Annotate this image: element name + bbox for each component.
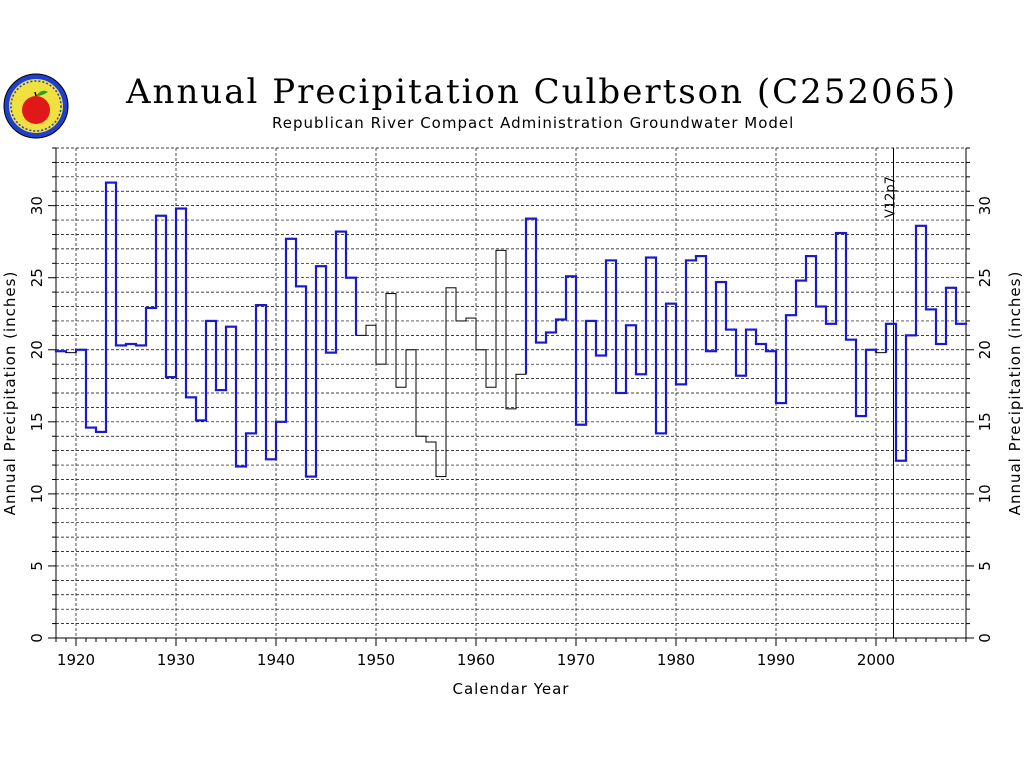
x-tick-label: 1930	[157, 651, 195, 669]
y-tick-label-right: 5	[976, 561, 994, 571]
y-tick-label-right: 30	[976, 196, 994, 215]
y-tick-label-left: 30	[28, 196, 46, 215]
y-tick-label-left: 5	[28, 561, 46, 571]
y-tick-label-right: 25	[976, 268, 994, 287]
x-tick-label: 1920	[57, 651, 95, 669]
y-tick-label-left: 25	[28, 268, 46, 287]
y-tick-label-left: 15	[28, 412, 46, 431]
axes-layer	[48, 147, 974, 646]
x-tick-label: 1990	[757, 651, 795, 669]
x-tick-label: 1970	[557, 651, 595, 669]
y-tick-label-right: 10	[976, 484, 994, 503]
y-tick-label-left: 20	[28, 340, 46, 359]
x-tick-label: 2000	[857, 651, 895, 669]
y-tick-label-left: 0	[28, 633, 46, 643]
x-tick-label: 1950	[357, 651, 395, 669]
y-tick-label-right: 20	[976, 340, 994, 359]
model-version-marker-label: V12p7	[884, 176, 899, 218]
state-seal-with-apple-icon	[3, 73, 69, 139]
y-tick-label-left: 10	[28, 484, 46, 503]
series-layer	[54, 181, 968, 478]
labels-layer: 1920 1930 1940 1950 1960 1970 1980 1990 2000 0 0 5 5…	[28, 176, 994, 669]
y-tick-label-right: 0	[976, 633, 994, 643]
x-tick-label: 1960	[457, 651, 495, 669]
x-axis-label: Calendar Year	[453, 680, 570, 698]
y-tick-label-right: 15	[976, 412, 994, 431]
y-axis-label-right: Annual Precipitation (inches)	[1006, 271, 1024, 516]
chart-title: Annual Precipitation Culbertson (C252065…	[126, 72, 958, 112]
chart-subtitle: Republican River Compact Administration …	[272, 114, 795, 132]
state-seal-logo	[2, 72, 70, 140]
x-tick-label: 1980	[657, 651, 695, 669]
y-axis-label-left: Annual Precipitation (inches)	[1, 271, 19, 516]
grid-layer	[56, 147, 966, 638]
x-tick-label: 1940	[257, 651, 295, 669]
